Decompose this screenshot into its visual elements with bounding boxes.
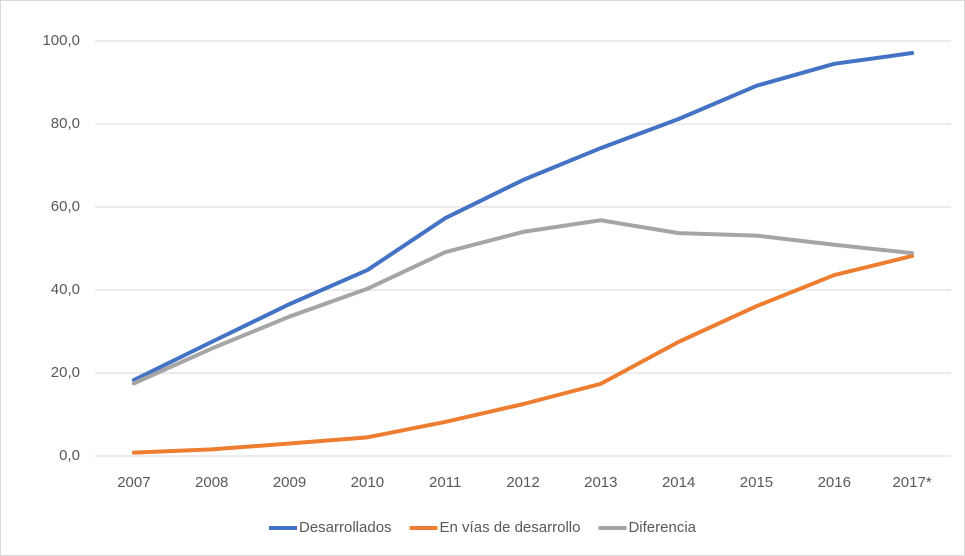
x-tick-label: 2012 — [506, 474, 539, 491]
y-tick-label: 20,0 — [51, 364, 80, 381]
data-line — [131, 218, 915, 386]
x-tick-label: 2010 — [351, 474, 384, 491]
legend-label: Desarrollados — [299, 519, 392, 536]
y-tick-label: 40,0 — [51, 281, 80, 298]
x-tick-label: 2008 — [195, 474, 228, 491]
x-tick-label: 2017* — [892, 474, 931, 491]
y-tick-label: 60,0 — [51, 198, 80, 215]
x-tick-label: 2007 — [117, 474, 150, 491]
data-line — [131, 51, 915, 383]
x-tick-label: 2015 — [740, 474, 773, 491]
x-tick-label: 2009 — [273, 474, 306, 491]
y-tick-label: 0,0 — [59, 447, 80, 464]
x-tick-label: 2011 — [429, 474, 461, 491]
y-tick-label: 100,0 — [42, 32, 80, 49]
x-tick-label: 2013 — [584, 474, 617, 491]
data-line — [131, 253, 915, 455]
x-tick-label: 2014 — [662, 474, 695, 491]
legend-label: Diferencia — [628, 519, 696, 536]
y-tick-label: 80,0 — [51, 115, 80, 132]
x-tick-label: 2016 — [818, 474, 851, 491]
legend-label: En vías de desarrollo — [440, 519, 581, 536]
